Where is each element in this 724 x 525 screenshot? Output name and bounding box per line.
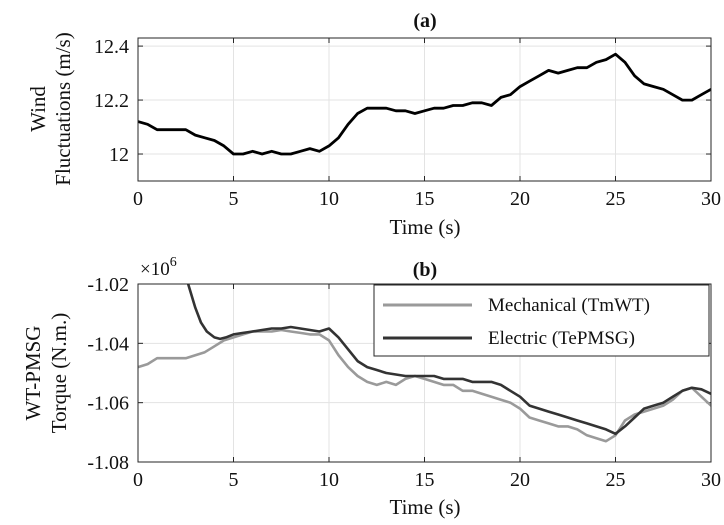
panel-a-title: (a) <box>413 10 436 32</box>
panel-b-series <box>138 284 711 443</box>
series-line-mechanical <box>138 328 711 443</box>
panel-b-legend-box <box>373 284 710 357</box>
panel-b-title: (b) <box>413 259 437 281</box>
y-tick-label: -1.08 <box>87 452 129 474</box>
panel-b-ylabel-line-1: WT-PMSG <box>21 326 45 421</box>
x-tick-label: 10 <box>319 469 339 491</box>
panel-b-exponent-label: ×106 <box>140 255 177 280</box>
x-tick-label: 25 <box>606 188 626 210</box>
panel-a-ytick-labels: 12 12.2 12.4 <box>94 36 129 166</box>
y-tick-label: -1.06 <box>87 393 129 415</box>
panel-b-xlabel: Time (s) <box>390 495 461 519</box>
y-tick-label: -1.04 <box>87 333 129 355</box>
x-tick-label: 20 <box>510 188 530 210</box>
panel-b-xtick-labels: 0 5 10 15 20 25 30 <box>133 469 721 491</box>
y-tick-label: 12.4 <box>94 36 129 58</box>
y-tick-label: 12.2 <box>94 90 129 112</box>
series-line-panel-a-0 <box>138 52 711 156</box>
y-tick-label: 12 <box>109 144 129 166</box>
panel-b-ylabel-line-2: Torque (N.m.) <box>47 313 71 433</box>
x-tick-label: 25 <box>606 469 626 491</box>
x-tick-label: 30 <box>701 188 721 210</box>
panel-b-ytick-labels: -1.08 -1.06 -1.04 -1.02 <box>87 274 129 474</box>
x-tick-label: 15 <box>415 188 435 210</box>
panel-b-torque-chart: (b) ×106 0 5 10 15 20 25 30 -1.08-1.06-1.04-1.… <box>21 255 721 519</box>
x-tick-label: 5 <box>229 469 239 491</box>
panel-a-series <box>138 52 711 156</box>
legend-label-electric: Electric (TePMSG) <box>488 328 635 349</box>
panel-a-ylabel-line-2: Fluctuations (m/s) <box>51 32 75 185</box>
x-tick-label: 30 <box>701 469 721 491</box>
panel-a-ylabel-line-1: Wind <box>26 86 50 132</box>
x-tick-label: 5 <box>229 188 239 210</box>
series-line-electric <box>186 284 711 436</box>
x-tick-label: 10 <box>319 188 339 210</box>
y-tick-label: -1.02 <box>87 274 129 296</box>
x-tick-label: 15 <box>415 469 435 491</box>
x-tick-label: 0 <box>133 188 143 210</box>
x-tick-label: 0 <box>133 469 143 491</box>
panel-b-legend: Mechanical (TmWT) Electric (TePMSG) <box>373 284 710 357</box>
x-tick-label: 20 <box>510 469 530 491</box>
panel-a-xlabel: Time (s) <box>390 215 461 239</box>
panel-a-wind-chart: (a) 0 5 10 15 20 25 30 12 12.2 12.4 Time (s) Win… <box>26 10 721 239</box>
legend-label-mechanical: Mechanical (TmWT) <box>488 295 650 316</box>
panel-a-xtick-labels: 0 5 10 15 20 25 30 <box>133 188 721 210</box>
panel-a-axes-box <box>137 37 712 182</box>
panel-b-axes-box <box>137 283 712 463</box>
